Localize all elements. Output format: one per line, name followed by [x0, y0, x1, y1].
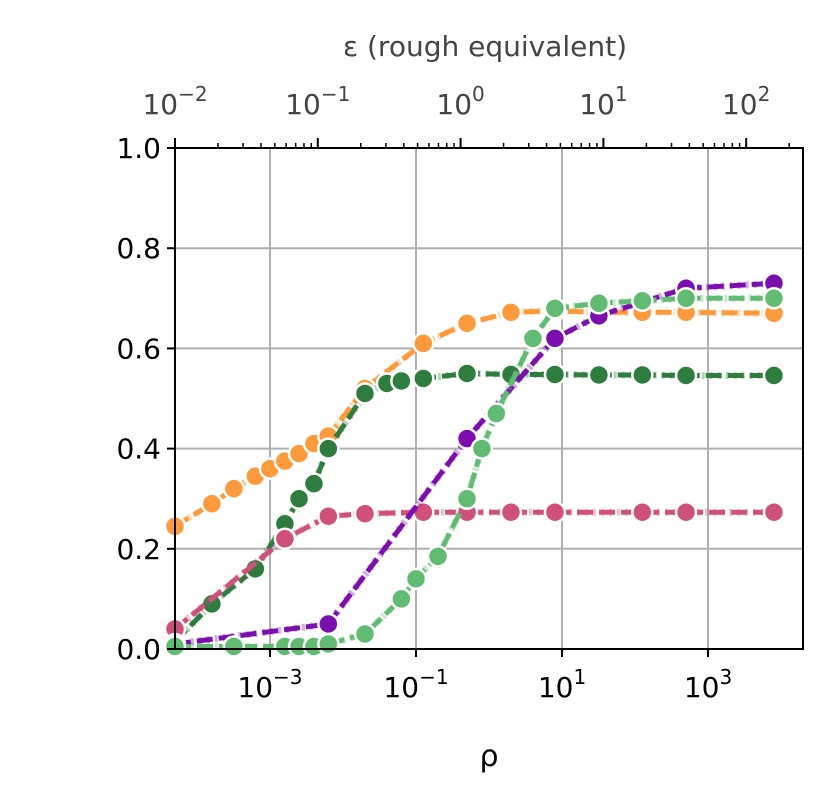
- x-tick-label: 10−1: [383, 665, 448, 704]
- data-point: [404, 567, 428, 591]
- top-tick-label: 102: [722, 82, 770, 121]
- y-tick-label: 0.0: [116, 633, 161, 666]
- data-point: [674, 364, 698, 387]
- data-point: [762, 364, 786, 387]
- y-tick-label: 0.4: [116, 433, 161, 466]
- data-point: [353, 502, 377, 525]
- data-point: [317, 437, 340, 460]
- data-point: [222, 635, 246, 658]
- data-point: [390, 587, 413, 611]
- top-axis-title: ε (rough equivalent): [343, 30, 627, 63]
- y-tick-label: 0.2: [116, 533, 161, 566]
- data-point: [631, 500, 654, 524]
- data-point: [412, 332, 435, 355]
- data-point: [543, 500, 567, 524]
- data-point: [353, 382, 377, 405]
- data-point: [455, 362, 479, 385]
- series-line: [173, 509, 774, 631]
- data-point: [499, 301, 523, 324]
- y-tick-label: 0.6: [116, 332, 161, 365]
- data-point: [521, 327, 545, 350]
- y-tick-label: 1.0: [116, 132, 161, 165]
- y-tick-label: 0.8: [116, 232, 161, 265]
- x-axis-title: ρ: [479, 739, 498, 774]
- data-point: [587, 292, 611, 315]
- data-point: [674, 500, 698, 524]
- data-point: [412, 367, 435, 390]
- series-5: [163, 287, 786, 658]
- x-tick-label: 101: [538, 665, 586, 704]
- plot-frame: [174, 147, 804, 650]
- data-point: [455, 487, 479, 510]
- data-point: [222, 477, 246, 500]
- data-point: [353, 622, 377, 646]
- data-point: [499, 500, 523, 524]
- series-3: [163, 500, 786, 641]
- data-point: [470, 437, 494, 460]
- data-point: [587, 363, 611, 387]
- data-point: [390, 369, 413, 393]
- grid-lines: [175, 147, 803, 650]
- data-point: [412, 500, 435, 524]
- data-point: [317, 504, 340, 528]
- data-point: [674, 287, 698, 310]
- x-tick-label: 103: [684, 665, 732, 704]
- series-layer: [163, 272, 786, 658]
- data-point: [273, 527, 297, 551]
- data-point: [762, 287, 786, 310]
- data-point: [762, 500, 786, 524]
- data-point: [543, 363, 567, 386]
- data-point: [485, 402, 508, 425]
- data-point: [543, 297, 567, 320]
- x-tick-label: 10−3: [237, 665, 302, 704]
- data-point: [317, 632, 340, 656]
- data-point: [302, 472, 326, 495]
- data-point: [631, 363, 654, 387]
- top-tick-label: 10−1: [285, 82, 350, 121]
- data-point: [426, 545, 450, 568]
- data-point: [455, 312, 479, 335]
- data-point: [287, 487, 311, 510]
- top-tick-label: 100: [436, 82, 484, 121]
- top-tick-label: 10−2: [142, 82, 207, 121]
- top-tick-label: 101: [579, 82, 627, 121]
- data-point: [200, 492, 224, 515]
- data-point: [631, 289, 654, 313]
- data-point: [317, 612, 340, 636]
- axes-layer: 0.0 0.2 0.4 0.6 0.8 1.0 10−3 10−1 101 103 10−2 10−1…: [116, 82, 790, 704]
- data-point: [543, 327, 567, 350]
